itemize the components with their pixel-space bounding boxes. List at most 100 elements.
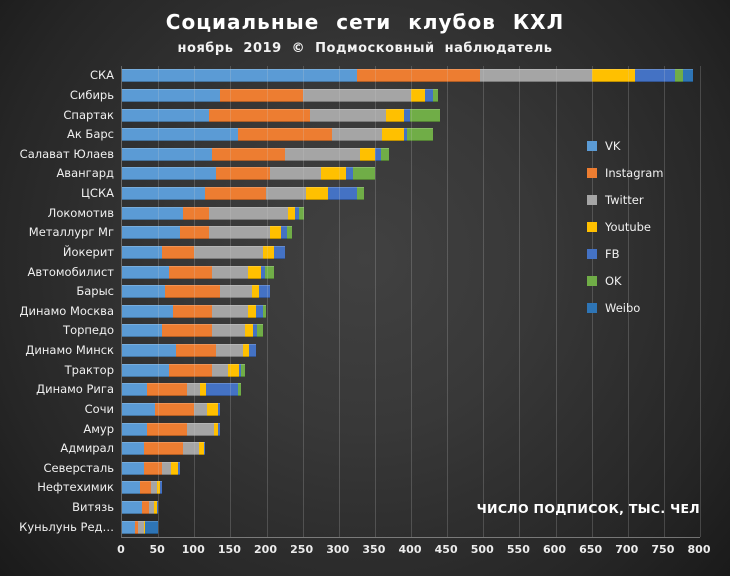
- bar-segment-vk: [122, 461, 144, 475]
- gridline: [374, 66, 376, 537]
- bar-segment-fb: [327, 187, 357, 201]
- bar-segment-youtube: [244, 324, 254, 338]
- bar-segment-twitter: [194, 402, 208, 416]
- tick-label: 50: [149, 543, 165, 556]
- legend-label: Weibo: [605, 301, 641, 315]
- tick-label: 450: [434, 543, 458, 556]
- category-label: Йокерит: [62, 244, 114, 259]
- bar-segment-youtube: [153, 501, 157, 515]
- bar-segment-twitter: [309, 108, 386, 122]
- gridline: [411, 66, 412, 537]
- bar-segment-instagram: [168, 265, 213, 279]
- bar-segment-twitter: [331, 128, 383, 142]
- bar-rows: [122, 66, 700, 537]
- legend-item: VK: [587, 139, 664, 153]
- bar-segment-ok: [674, 69, 684, 83]
- bar-segment-youtube: [252, 285, 260, 299]
- bar-segment-youtube: [360, 147, 375, 161]
- bar-row: [122, 206, 700, 220]
- tick-label: 300: [326, 543, 350, 556]
- bar-segment-fb: [403, 128, 408, 142]
- bar-segment-weibo: [683, 69, 693, 83]
- category-label: Динамо Рига: [36, 382, 114, 397]
- bar-segment-vk: [122, 206, 184, 220]
- bar-segment-instagram: [172, 304, 213, 318]
- tick-label: 200: [254, 543, 277, 556]
- bar-segment-instagram: [208, 108, 310, 122]
- bar-segment-twitter: [161, 461, 172, 475]
- bar-segment-instagram: [215, 167, 271, 181]
- legend-label: Youtube: [605, 220, 651, 234]
- bar-row: [122, 402, 700, 416]
- bar-segment-youtube: [243, 344, 250, 358]
- bar-segment-youtube: [248, 265, 262, 279]
- bar-row: [122, 363, 700, 377]
- bar-segment-instagram: [147, 422, 188, 436]
- bar-segment-ok: [286, 226, 292, 240]
- bar-segment-instagram: [165, 285, 220, 299]
- bar-segment-instagram: [168, 363, 213, 377]
- bar-segment-youtube: [385, 108, 404, 122]
- tick-label: 400: [398, 543, 422, 556]
- bar-segment-twitter: [284, 147, 361, 161]
- bar-segment-vk: [122, 481, 141, 495]
- bar-segment-vk: [122, 520, 135, 534]
- legend-item: Youtube: [587, 220, 664, 234]
- bar-row: [122, 344, 700, 358]
- gridline: [483, 66, 485, 537]
- bar-segment-weibo: [145, 520, 159, 534]
- bar-segment-youtube: [262, 245, 274, 259]
- category-label: Динамо Москва: [19, 303, 114, 318]
- legend-item: Instagram: [587, 166, 664, 180]
- bar-segment-ok: [298, 206, 305, 220]
- gridline: [555, 66, 557, 537]
- bar-segment-twitter: [219, 285, 253, 299]
- legend-item: Twitter: [587, 193, 664, 207]
- bar-segment-vk: [122, 324, 162, 338]
- bar-row: [122, 501, 700, 515]
- bar-segment-twitter: [208, 226, 271, 240]
- bar-segment-twitter: [149, 501, 154, 515]
- bar-segment-fb: [280, 226, 287, 240]
- bar-segment-youtube: [270, 226, 281, 240]
- bar-segment-instagram: [219, 88, 303, 102]
- bar-row: [122, 481, 700, 495]
- category-label: Локомотив: [47, 205, 114, 220]
- bar-segment-fb: [634, 69, 675, 83]
- bar-segment-youtube: [306, 187, 328, 201]
- bar-segment-vk: [122, 285, 166, 299]
- bar-segment-ok: [380, 147, 390, 161]
- bar-segment-youtube: [591, 69, 635, 83]
- tick-label: 250: [290, 543, 314, 556]
- category-labels: СКА Сибирь Спартак Ак Барс Салават Юлаев Аван…: [0, 66, 114, 537]
- gridline: [447, 66, 449, 537]
- bar-segment-fb: [255, 304, 263, 318]
- bar-segment-twitter: [215, 344, 244, 358]
- bar-segment-twitter: [183, 442, 200, 456]
- bar-segment-youtube: [288, 206, 296, 220]
- gridline: [230, 66, 232, 537]
- bar-segment-fb: [218, 402, 220, 416]
- tick-label: 500: [470, 543, 494, 556]
- gridline: [519, 66, 521, 537]
- bar-segment-instagram: [154, 402, 195, 416]
- bar-segment-vk: [122, 226, 180, 240]
- bar-segment-vk: [122, 88, 220, 102]
- bar-segment-ok: [353, 167, 375, 181]
- category-label: Трактор: [64, 362, 114, 377]
- tick-label: 750: [651, 543, 675, 556]
- tick-label: 0: [117, 543, 125, 556]
- category-label: Куньлунь Ред…: [19, 519, 114, 534]
- bar-row: [122, 520, 700, 534]
- bar-segment-instagram: [161, 245, 195, 259]
- bar-segment-fb: [425, 88, 433, 102]
- bar-segment-youtube: [143, 520, 146, 534]
- legend-item: Weibo: [587, 301, 664, 315]
- legend-swatch-youtube: [587, 222, 597, 232]
- gridline: [700, 66, 701, 537]
- bar-segment-fb: [160, 481, 162, 495]
- tick-label: 800: [687, 543, 711, 556]
- category-label: Амур: [83, 421, 114, 436]
- legend-label: FB: [605, 247, 620, 261]
- bar-segment-ok: [241, 363, 245, 377]
